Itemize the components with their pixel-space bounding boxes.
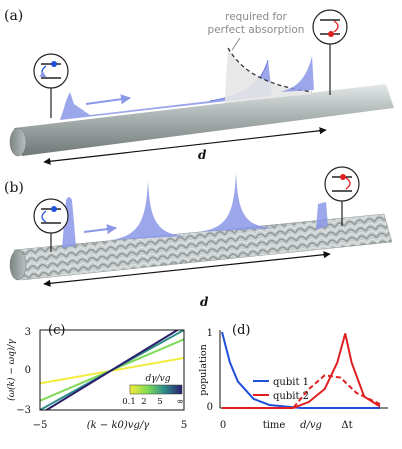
d-ylabel: population bbox=[198, 344, 209, 395]
qubit-emitter-a bbox=[33, 53, 69, 118]
series-line-d-series-2 bbox=[222, 333, 381, 409]
d-xtick-dvg: d/vg bbox=[300, 420, 322, 431]
d-xtick-time: time bbox=[263, 420, 286, 431]
d-ytick-1: 1 bbox=[207, 328, 213, 339]
d-xtick-dt: Δt bbox=[341, 420, 352, 431]
distance-label-b: d bbox=[200, 295, 209, 309]
d-ytick-0: 0 bbox=[207, 402, 213, 413]
plot-c-series bbox=[40, 330, 184, 410]
annotation-pointer bbox=[231, 37, 241, 51]
c-xtick-right: 5 bbox=[181, 420, 187, 431]
propagation-arrow-a bbox=[85, 94, 131, 105]
colorbar-tick-4: ∞ bbox=[176, 397, 183, 407]
distance-arrow-a bbox=[43, 127, 327, 165]
panel-c: (c) 3 0 −3 −5 5 (k − k0)vg/γ (ω(k) − ωq)… bbox=[6, 323, 187, 431]
legend-qubit-2: qubit 2 bbox=[273, 391, 309, 402]
c-ylabel: (ω(k) − ωq)/γ bbox=[6, 339, 17, 401]
c-ytick-top: 3 bbox=[25, 327, 31, 338]
series-line-c-series-3 bbox=[44, 330, 180, 410]
waveguide-a bbox=[9, 84, 394, 157]
panel-d: (d) 1 0 population 0 time d/vg Δt qubit … bbox=[198, 323, 388, 431]
colorbar-tick-1: 0.1 bbox=[122, 397, 136, 407]
c-xtick-left: −5 bbox=[33, 420, 48, 431]
d-legend: qubit 1 qubit 2 bbox=[253, 377, 309, 402]
series-line-d-series-0 bbox=[221, 331, 380, 409]
qubit-emitter-b bbox=[33, 198, 69, 252]
panel-b-label: (b) bbox=[4, 180, 24, 196]
distance-arrow-b bbox=[43, 251, 331, 287]
colorbar-tick-2: 2 bbox=[141, 397, 146, 407]
annotation-line-1: required for bbox=[225, 11, 287, 23]
plot-d-series bbox=[221, 331, 381, 409]
c-ytick-mid: 0 bbox=[25, 365, 31, 376]
annotation-line-2: perfect absorption bbox=[208, 24, 305, 36]
c-ytick-bottom: −3 bbox=[16, 405, 31, 416]
panel-d-label: (d) bbox=[232, 323, 250, 338]
d-xtick-0: 0 bbox=[220, 420, 226, 431]
qubit-absorber-b bbox=[324, 166, 360, 226]
legend-qubit-1: qubit 1 bbox=[273, 377, 309, 388]
qubit-absorber-a bbox=[312, 9, 348, 95]
colorbar-label: dγ/vg bbox=[145, 374, 170, 384]
propagation-arrow-b bbox=[83, 224, 117, 235]
pulse-shape-a bbox=[60, 47, 314, 120]
colorbar-tick-3: 5 bbox=[157, 397, 162, 407]
panel-b: (b) d bbox=[4, 166, 393, 309]
series-line-d-series-1 bbox=[222, 374, 381, 409]
distance-label-a: d bbox=[198, 148, 207, 162]
c-xlabel: (k − k0)vg/γ bbox=[87, 420, 149, 431]
panel-a-label: (a) bbox=[4, 8, 23, 24]
colorbar bbox=[129, 384, 183, 395]
panel-a: (a) bbox=[4, 8, 394, 165]
